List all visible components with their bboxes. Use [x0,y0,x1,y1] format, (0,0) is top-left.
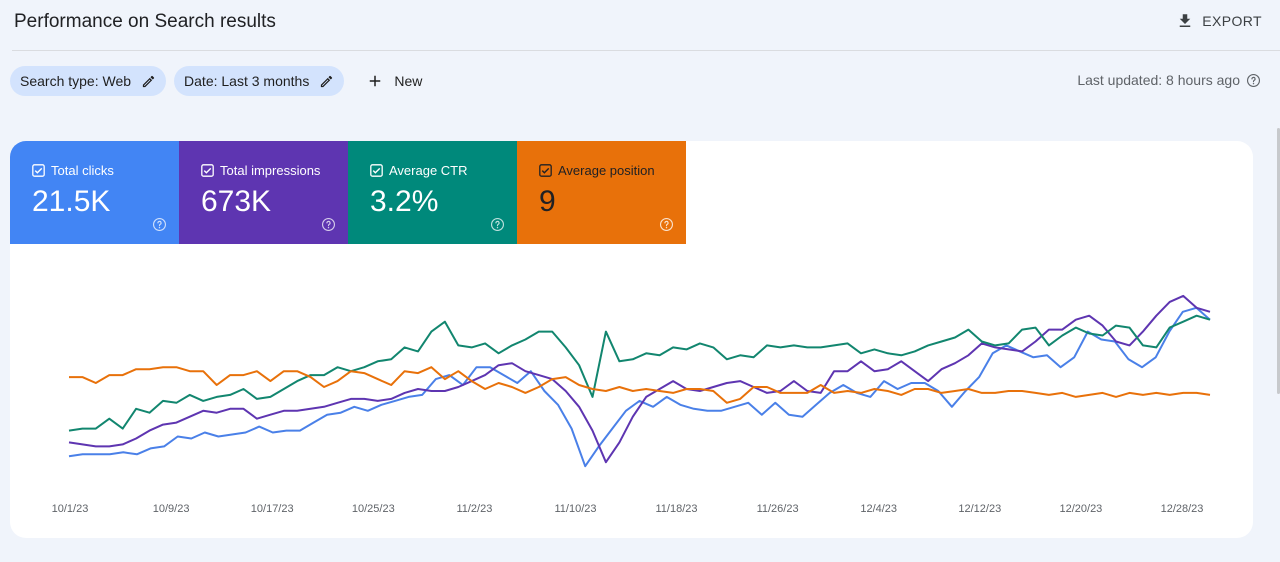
help-icon[interactable] [152,217,167,232]
export-label: EXPORT [1202,13,1262,29]
metric-value: 21.5K [32,185,111,218]
edit-icon [142,75,155,87]
x-axis-tick-label: 10/9/23 [153,503,190,515]
series-line-average-position [69,366,1211,404]
filter-bar: Search type: Web Date: Last 3 months New [10,66,432,96]
metric-total-impressions[interactable]: Total impressions 673K [179,141,348,244]
page-scrollbar[interactable] [1277,128,1280,394]
header-divider [12,50,1280,51]
date-chip[interactable]: Date: Last 3 months [174,66,345,96]
metric-value: 3.2% [370,185,439,218]
search-type-chip-label: Search type: Web [20,73,132,89]
download-icon [1180,14,1191,27]
x-axis-tick-label: 10/25/23 [352,503,395,515]
x-axis-tick-label: 11/2/23 [456,503,492,515]
date-chip-label: Date: Last 3 months [184,73,310,89]
metric-label: Average position [558,163,655,178]
plus-icon [370,75,381,87]
search-type-chip[interactable]: Search type: Web [10,66,167,96]
x-axis-tick-label: 12/20/23 [1059,503,1102,515]
series-line-average-ctr [68,314,1211,432]
last-updated-text: Last updated: 8 hours ago [1077,72,1240,88]
x-axis-tick-label: 10/17/23 [251,503,294,515]
page-title: Performance on Search results [14,11,276,32]
checkbox-checked-icon[interactable] [370,164,383,177]
metric-value: 9 [539,185,556,218]
metric-label: Total impressions [220,163,321,178]
x-axis-tick-label: 12/12/23 [958,503,1001,515]
export-button[interactable]: EXPORT [1176,10,1262,32]
metric-label: Total clicks [51,163,114,178]
metric-label: Average CTR [389,163,468,178]
page-header: Performance on Search results EXPORT [0,0,1280,50]
metric-tabs: Total clicks 21.5K Total impressions 673… [10,141,686,244]
checkbox-checked-icon[interactable] [32,164,45,177]
performance-card: Total clicks 21.5K Total impressions 673… [10,141,1253,538]
x-axis-tick-label: 12/28/23 [1161,503,1204,515]
metric-average-position[interactable]: Average position 9 [517,141,686,244]
new-filter-button[interactable]: New [356,66,432,96]
x-axis-tick-label: 12/4/23 [860,503,897,515]
help-icon[interactable] [659,217,674,232]
checkbox-checked-icon[interactable] [201,164,214,177]
edit-icon [321,75,333,87]
series-line-total-impressions [68,294,1211,464]
help-icon[interactable] [1246,73,1261,88]
new-filter-label: New [394,73,423,89]
performance-line-chart: 10/1/23 10/9/23 10/17/23 10/25/23 11/2/23 11/… [52,294,1211,515]
x-axis-tick-label: 11/18/23 [655,503,697,515]
metric-average-ctr[interactable]: Average CTR 3.2% [348,141,517,244]
last-updated: Last updated: 8 hours ago [1077,72,1261,88]
x-axis-tick-label: 10/1/23 [52,503,89,515]
help-icon[interactable] [321,217,336,232]
x-axis-tick-label: 11/10/23 [554,503,596,515]
x-axis-tick-label: 11/26/23 [757,503,799,515]
checkbox-checked-icon[interactable] [539,164,552,177]
metric-value: 673K [201,185,272,218]
help-icon[interactable] [490,217,505,232]
metric-total-clicks[interactable]: Total clicks 21.5K [10,141,179,244]
